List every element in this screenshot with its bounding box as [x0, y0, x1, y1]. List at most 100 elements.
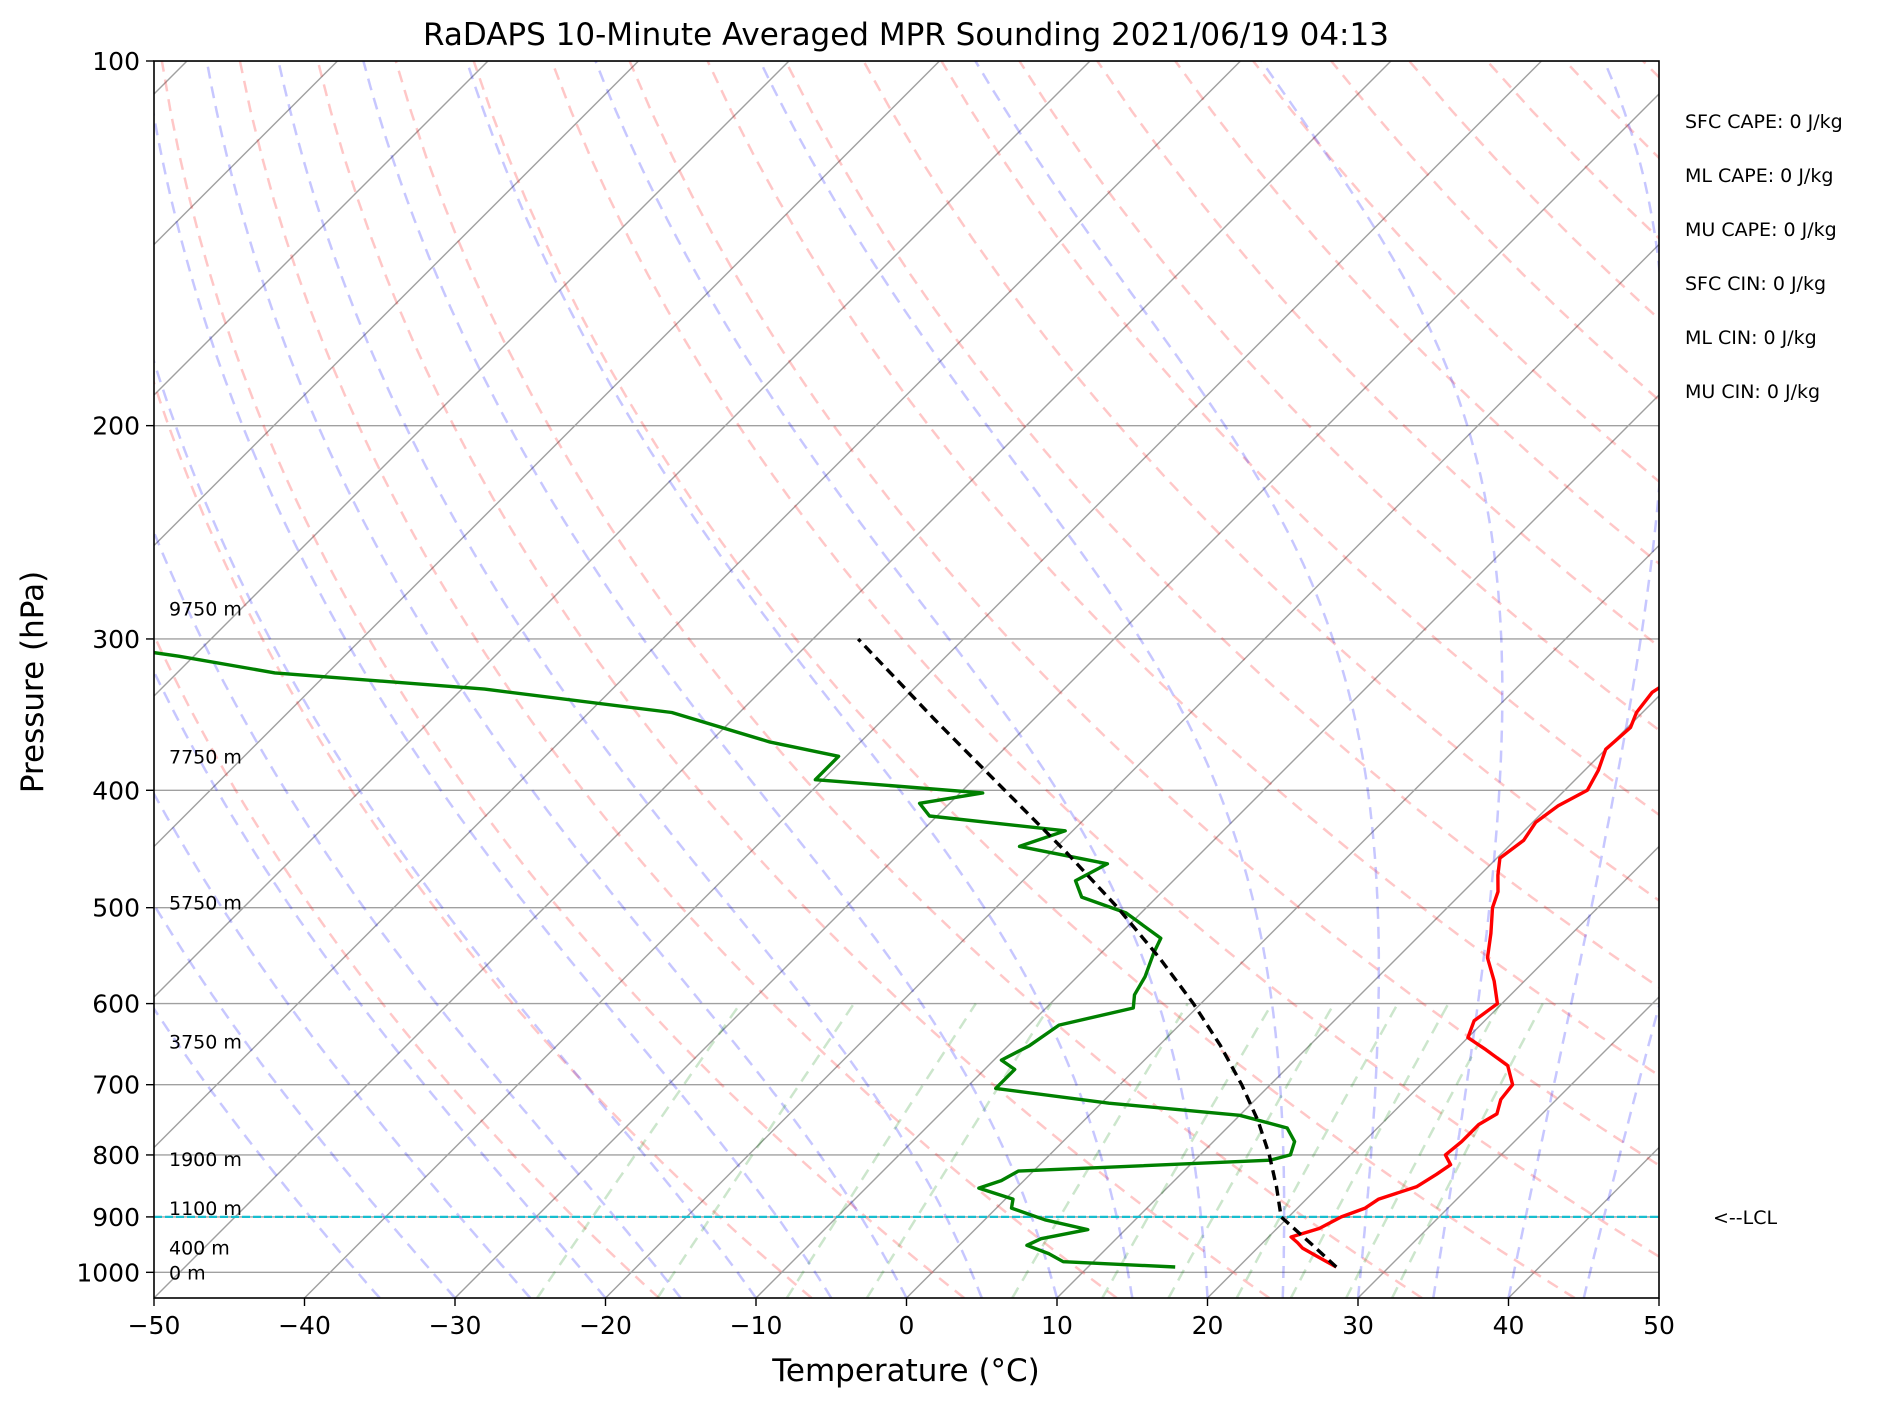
dry-adiabat [550, 61, 1659, 1259]
height-marker-label: 5750 m [169, 892, 242, 914]
x-tick-label: −50 [128, 1311, 181, 1340]
y-tick-label: 500 [92, 894, 140, 923]
y-axis-label: Pressure (hPa) [15, 571, 51, 793]
x-tick-label: 0 [899, 1311, 915, 1340]
y-tick-label: 700 [92, 1071, 140, 1100]
x-tick-label: −40 [278, 1311, 331, 1340]
y-tick-label: 400 [92, 776, 140, 805]
height-marker-label: 9750 m [169, 598, 242, 620]
x-tick-label: 50 [1643, 1311, 1675, 1340]
y-tick-label: 200 [92, 412, 140, 441]
isotherm-line [1207, 845, 1659, 1298]
isotherm-line [154, 61, 940, 848]
dry-adiabat [1096, 61, 1659, 649]
moist-adiabat [362, 61, 1059, 1298]
x-tick-label: 40 [1493, 1311, 1525, 1340]
height-marker-label: 3750 m [169, 1032, 242, 1054]
data-series [154, 637, 1659, 1269]
dry-adiabat [628, 61, 1659, 1167]
x-tick-label: 20 [1192, 1311, 1224, 1340]
mixing-ratio-line [1167, 1002, 1336, 1298]
moist-adiabat [154, 902, 456, 1298]
stability-index-label: ML CIN: 0 J/kg [1685, 327, 1817, 349]
isotherm-line [755, 394, 1659, 1298]
chart-title: RaDAPS 10-Minute Averaged MPR Sounding 2… [423, 17, 1389, 53]
isotherm-line [454, 93, 1659, 1298]
stability-index-label: MU CIN: 0 J/kg [1685, 381, 1820, 403]
isotherm-line [154, 61, 1241, 1149]
y-tick-label: 800 [92, 1141, 140, 1170]
dry-adiabat [160, 61, 965, 1298]
mixing-ratio-line [1235, 1002, 1399, 1298]
mixing-ratio-line [865, 1002, 1053, 1298]
x-tick-label: −30 [429, 1311, 482, 1340]
isotherm-line [154, 61, 790, 697]
lcl-label: <--LCL [1713, 1207, 1777, 1229]
dry-adiabat [394, 61, 1423, 1298]
moist-adiabat [1507, 61, 1659, 1298]
isotherm-line [154, 61, 1392, 1298]
moist-adiabat [277, 61, 983, 1298]
moist-adiabat [465, 61, 1134, 1298]
dewpoint-line [154, 650, 1297, 1269]
y-tick-label: 600 [92, 990, 140, 1019]
moist-adiabat [758, 61, 1286, 1298]
moist-adiabat [205, 61, 908, 1298]
x-tick-label: −10 [730, 1311, 783, 1340]
y-axis: 1000 900 800 700 600 500 400 300 200 100 [76, 47, 154, 1287]
dry-adiabat [1018, 61, 1659, 732]
moist-adiabat [154, 791, 532, 1298]
dry-adiabat [238, 61, 1118, 1298]
y-tick-label: 1000 [76, 1258, 140, 1287]
height-marker-label: 0 m [169, 1262, 206, 1284]
isotherm-line [1056, 695, 1659, 1298]
moist-adiabat [974, 61, 1381, 1298]
temperature-line [1289, 685, 1659, 1269]
mixing-ratio-line [1345, 1003, 1502, 1298]
height-marker-label: 1900 m [169, 1149, 242, 1171]
reference-lines [154, 61, 1659, 1298]
isotherm-line [906, 544, 1659, 1298]
stability-indices: SFC CAPE: 0 J/kg ML CAPE: 0 J/kg MU CAPE: … [1685, 111, 1843, 403]
mixing-ratio-line [1011, 1002, 1189, 1298]
dry-adiabat [706, 61, 1659, 1078]
isotherm-line [154, 61, 489, 396]
mixing-ratio-line [1289, 1002, 1450, 1298]
mixing-ratio-line [656, 1002, 855, 1298]
parcel-profile-line [856, 637, 1338, 1269]
height-marker-label: 400 m [169, 1238, 230, 1260]
x-axis: −50 −40 −30 −20 −10 0 10 20 30 40 50 [128, 1298, 1675, 1340]
dry-adiabat [154, 378, 813, 1298]
moist-adiabat [594, 61, 1209, 1298]
stability-index-label: ML CAPE: 0 J/kg [1685, 165, 1833, 187]
isotherm-line [605, 243, 1659, 1298]
mixing-ratio-line [536, 1002, 742, 1298]
x-tick-label: 10 [1041, 1311, 1073, 1340]
isotherm-line [304, 61, 1542, 1298]
dry-adiabat [940, 61, 1659, 817]
height-marker-label: 1100 m [169, 1198, 242, 1220]
moist-adiabat [154, 109, 833, 1298]
isotherm-line [1357, 996, 1659, 1298]
y-tick-label: 300 [92, 625, 140, 654]
moist-adiabat [154, 668, 607, 1298]
mixing-ratio-line [1390, 1003, 1544, 1298]
moist-adiabat [154, 357, 758, 1298]
x-tick-label: 30 [1342, 1311, 1374, 1340]
dry-adiabat [784, 61, 1659, 989]
isotherm-line [154, 61, 1091, 998]
dry-adiabat [316, 61, 1271, 1298]
mixing-ratio-line [1101, 1002, 1274, 1298]
moist-adiabat [1260, 61, 1504, 1298]
isotherm-line [154, 61, 639, 547]
y-tick-label: 100 [92, 47, 140, 76]
dry-adiabat [472, 61, 1576, 1298]
stability-index-label: MU CAPE: 0 J/kg [1685, 219, 1837, 241]
height-marker-label: 7750 m [169, 746, 242, 768]
dry-adiabat [154, 632, 660, 1298]
x-tick-label: −20 [579, 1311, 632, 1340]
stability-index-label: SFC CIN: 0 J/kg [1685, 273, 1826, 295]
moist-adiabat [154, 529, 682, 1298]
